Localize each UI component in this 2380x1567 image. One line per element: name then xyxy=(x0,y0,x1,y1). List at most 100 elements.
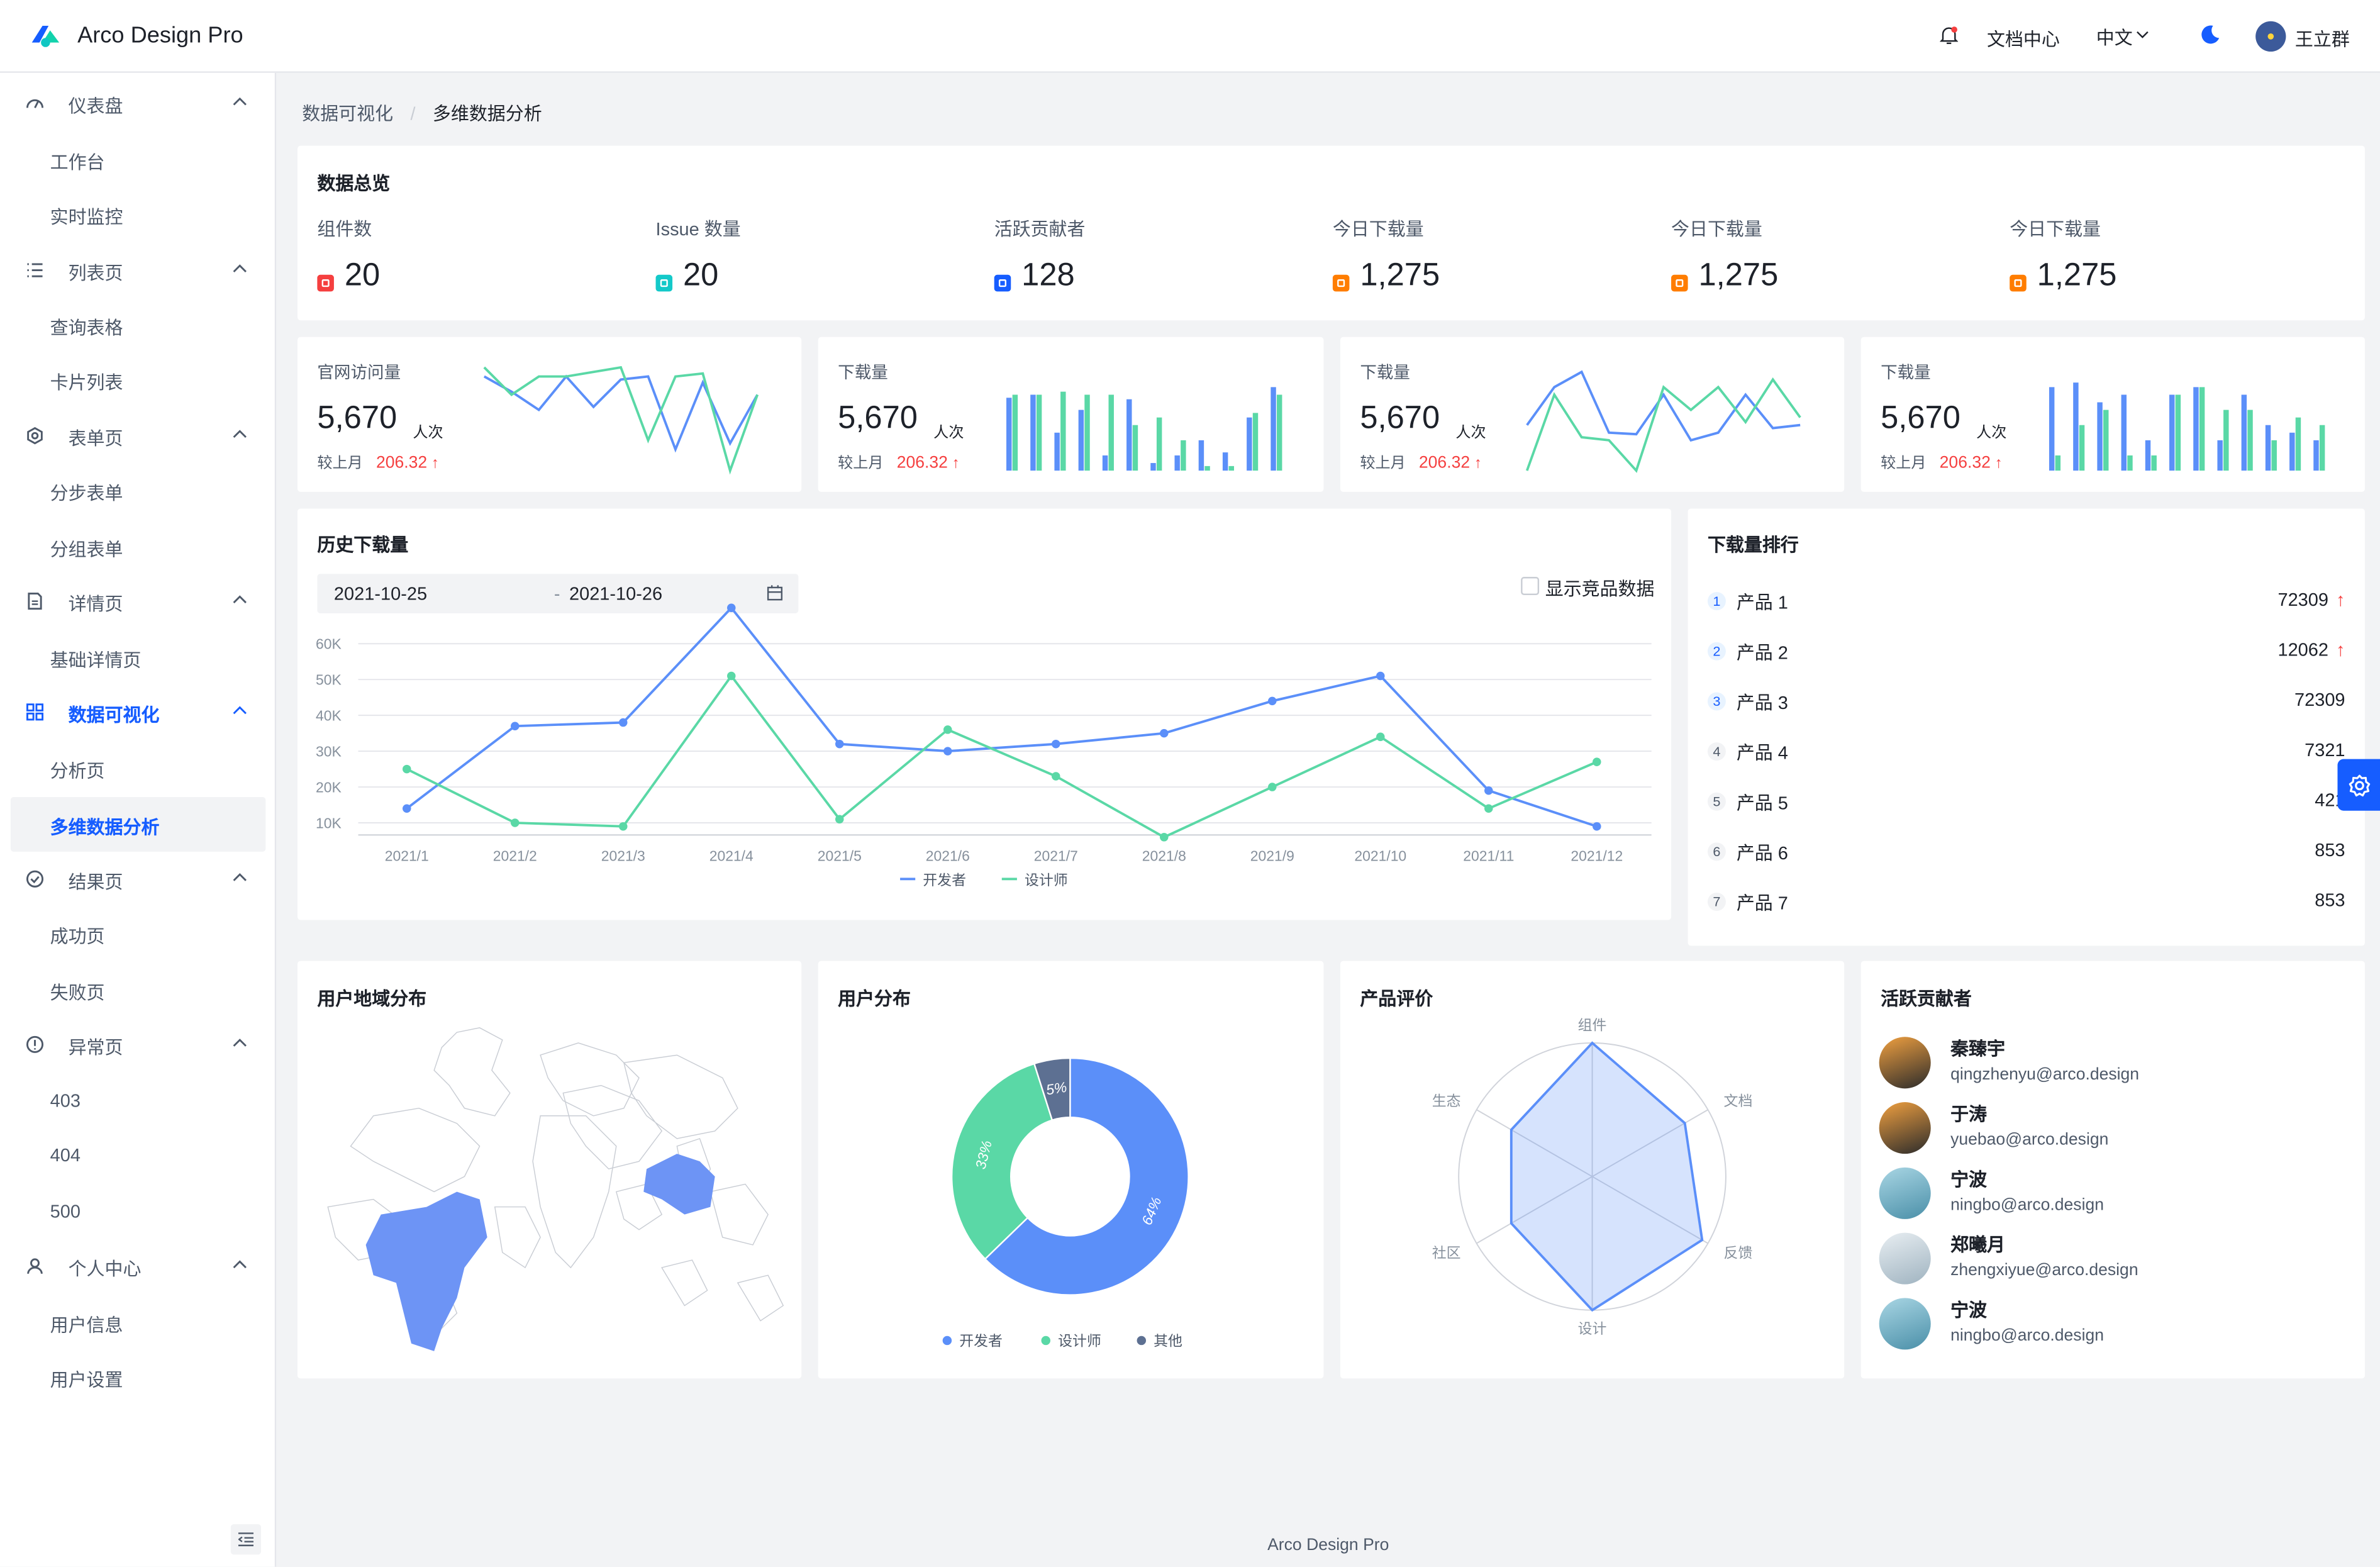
data-point[interactable] xyxy=(1160,833,1169,842)
mini-bar xyxy=(1198,440,1204,471)
sidebar-group-result[interactable]: 结果页 xyxy=(0,852,276,906)
data-point[interactable] xyxy=(1376,732,1385,742)
sidebar-group-visualization[interactable]: 数据可视化 xyxy=(0,684,276,739)
mini-bar xyxy=(2145,440,2151,471)
data-point[interactable] xyxy=(1484,786,1493,795)
delta-value: 206.32 xyxy=(375,454,428,472)
sidebar-item-403[interactable]: 403 xyxy=(0,1073,276,1128)
data-point[interactable] xyxy=(619,822,628,831)
data-point[interactable] xyxy=(1160,728,1169,738)
sidebar-item-multi-dimension[interactable]: 多维数据分析 xyxy=(10,796,266,852)
competitor-checkbox[interactable] xyxy=(1521,577,1540,596)
contributor-row[interactable]: 宁波 ningbo@arco.design xyxy=(1861,1295,2365,1356)
contributor-row[interactable]: 于涛 yuebao@arco.design xyxy=(1861,1099,2365,1160)
legend-label[interactable]: 其他 xyxy=(1154,1332,1182,1349)
radar-area[interactable] xyxy=(1510,1041,1704,1312)
mini-card-unit: 人次 xyxy=(413,425,443,442)
mini-line-chart xyxy=(483,365,759,475)
contributor-row[interactable]: 郑曦月 zhengxiyue@arco.design xyxy=(1861,1230,2365,1291)
data-point[interactable] xyxy=(1593,757,1601,766)
sidebar-group-dashboard[interactable]: 仪表盘 xyxy=(0,76,276,131)
sidebar-group-form[interactable]: 表单页 xyxy=(0,408,276,463)
data-point[interactable] xyxy=(943,725,952,734)
data-point[interactable] xyxy=(1376,671,1385,681)
language-select[interactable]: 中文 xyxy=(2096,27,2133,49)
breadcrumb-parent[interactable]: 数据可视化 xyxy=(302,103,394,125)
data-point[interactable] xyxy=(403,764,411,774)
data-point[interactable] xyxy=(1052,772,1060,781)
sidebar-item-user-settings[interactable]: 用户设置 xyxy=(0,1349,276,1404)
notification-bell-icon[interactable] xyxy=(1940,26,1959,45)
chevron-up-icon xyxy=(233,430,247,438)
sidebar-item-error[interactable]: 失败页 xyxy=(0,962,276,1017)
settings-drawer-button[interactable] xyxy=(2337,759,2380,811)
mini-bar xyxy=(1102,455,1108,471)
sidebar-item-monitor[interactable]: 实时监控 xyxy=(0,187,276,242)
sidebar-item-group-form[interactable]: 分组表单 xyxy=(0,519,276,574)
user-dist-title: 用户分布 xyxy=(838,988,911,1010)
sidebar-item-search-table[interactable]: 查询表格 xyxy=(0,298,276,352)
sidebar-group-list[interactable]: 列表页 xyxy=(0,243,276,298)
mini-bar xyxy=(2079,425,2085,471)
compare-label: 较上月 xyxy=(838,455,884,472)
sidebar-item-500[interactable]: 500 xyxy=(0,1184,276,1239)
mini-line-series-0 xyxy=(1526,370,1801,442)
data-point[interactable] xyxy=(1052,739,1060,749)
dark-mode-moon-icon[interactable] xyxy=(2199,25,2221,46)
avatar[interactable] xyxy=(2255,21,2286,52)
pie-slice[interactable] xyxy=(984,1057,1189,1296)
radar-axis xyxy=(1476,1109,1593,1178)
contributor-row[interactable]: 宁波 ningbo@arco.design xyxy=(1861,1164,2365,1225)
app-title: Arco Design Pro xyxy=(77,23,243,49)
date-range-picker[interactable]: 2021-10-25 - 2021-10-26 xyxy=(317,574,799,613)
legend-swatch xyxy=(1041,1336,1051,1346)
sidebar-item-user-info[interactable]: 用户信息 xyxy=(0,1295,276,1350)
data-point[interactable] xyxy=(727,603,736,613)
rank-product-name: 产品 4 xyxy=(1736,742,1788,764)
data-point[interactable] xyxy=(619,718,628,727)
contributor-row[interactable]: 秦臻宇 qingzhenyu@arco.design xyxy=(1861,1034,2365,1095)
sidebar-group-user[interactable]: 个人中心 xyxy=(0,1239,276,1293)
sidebar-group-profile[interactable]: 详情页 xyxy=(0,574,276,628)
product-rating-card: 产品评价 组件 文档 反馈 设计 社区 生态 xyxy=(1340,961,1845,1379)
data-point[interactable] xyxy=(835,815,844,824)
data-point[interactable] xyxy=(1484,804,1493,813)
data-point[interactable] xyxy=(403,804,411,813)
data-point[interactable] xyxy=(727,671,736,681)
contributor-email: ningbo@arco.design xyxy=(1950,1196,2105,1215)
sidebar-item-basic-profile[interactable]: 基础详情页 xyxy=(0,630,276,685)
legend-label[interactable]: 开发者 xyxy=(959,1332,1003,1349)
history-downloads-card: 历史下载量 2021-10-25 - 2021-10-26 显示竞品数据 10K… xyxy=(298,508,1672,920)
legend-label[interactable]: 设计师 xyxy=(1058,1332,1101,1349)
collapse-sidebar-button[interactable] xyxy=(230,1524,262,1555)
pie-slice[interactable] xyxy=(950,1062,1054,1261)
data-point[interactable] xyxy=(511,722,520,730)
data-point[interactable] xyxy=(1268,783,1277,791)
world-map-illustration xyxy=(327,1027,784,1351)
user-name[interactable]: 王立群 xyxy=(2294,28,2350,50)
sidebar-item-success[interactable]: 成功页 xyxy=(0,906,276,961)
screen-icon xyxy=(655,274,673,292)
sidebar-item-analysis[interactable]: 分析页 xyxy=(0,741,276,796)
data-point[interactable] xyxy=(943,747,952,756)
y-tick-label: 30K xyxy=(316,744,342,760)
date-end[interactable]: 2021-10-26 xyxy=(569,583,663,605)
menu-fold-icon xyxy=(238,1532,254,1546)
radar-axis-label: 设计 xyxy=(1578,1320,1607,1337)
pie-slice[interactable] xyxy=(1033,1057,1071,1122)
competitor-checkbox-label[interactable]: 显示竞品数据 xyxy=(1545,578,1655,600)
sidebar-group-label: 数据可视化 xyxy=(68,704,160,726)
legend-label[interactable]: 开发者 xyxy=(923,872,966,888)
data-point[interactable] xyxy=(835,739,844,749)
sidebar-item-workplace[interactable]: 工作台 xyxy=(0,132,276,187)
sidebar-group-exception[interactable]: 异常页 xyxy=(0,1017,276,1072)
data-point[interactable] xyxy=(1268,696,1277,706)
docs-center-link[interactable]: 文档中心 xyxy=(1987,28,2060,50)
sidebar-item-404[interactable]: 404 xyxy=(0,1128,276,1183)
data-point[interactable] xyxy=(511,818,520,827)
data-point[interactable] xyxy=(1593,822,1601,831)
sidebar-item-step-form[interactable]: 分步表单 xyxy=(0,463,276,518)
legend-label[interactable]: 设计师 xyxy=(1025,872,1068,888)
date-start[interactable]: 2021-10-25 xyxy=(333,583,428,605)
sidebar-item-card-list[interactable]: 卡片列表 xyxy=(0,352,276,407)
